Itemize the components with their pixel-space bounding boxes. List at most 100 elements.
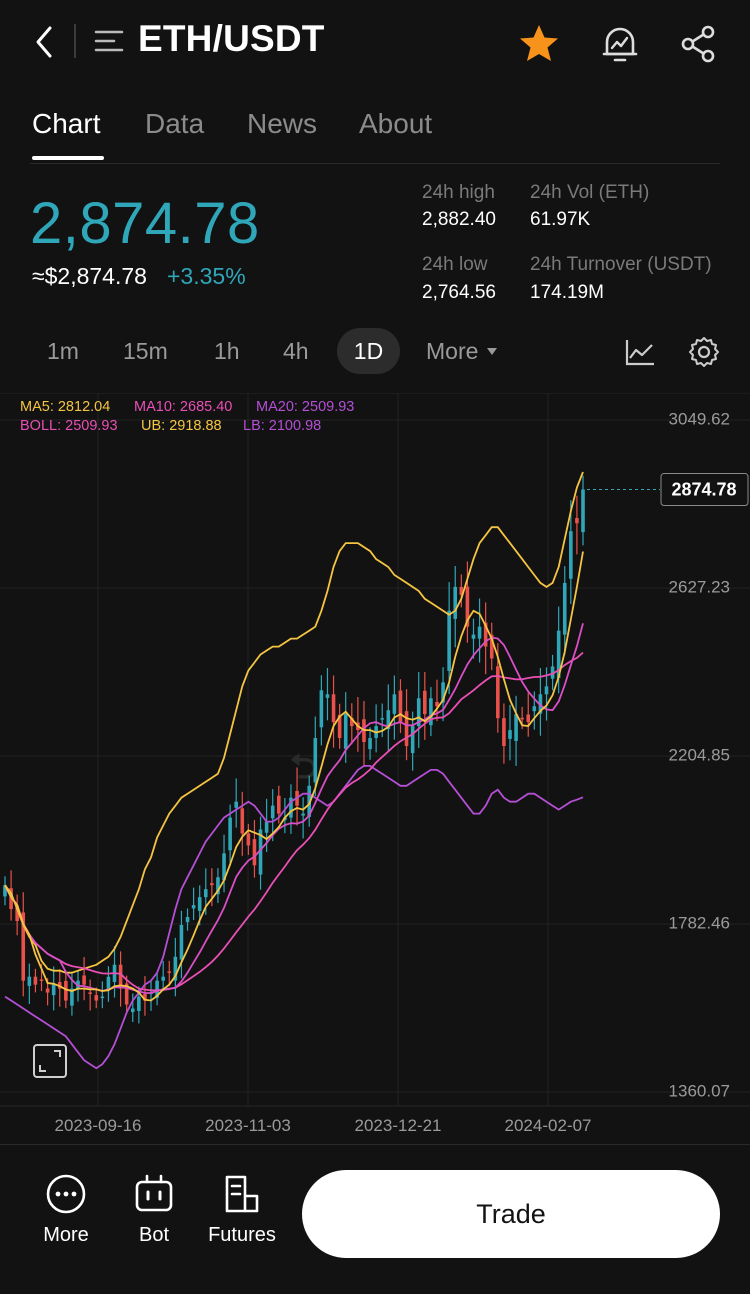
nav-bot-label[interactable]: Bot [138, 1224, 170, 1246]
gear-icon[interactable] [688, 336, 720, 368]
candle-body [88, 992, 92, 994]
candle-body [301, 813, 305, 816]
x-tick-label: 2023-12-21 [355, 1116, 442, 1135]
candle-body [307, 785, 312, 817]
candle-body [471, 634, 476, 639]
candle-body [429, 698, 433, 726]
legend-ma20: MA20: 2509.93 [256, 399, 355, 415]
candle-body [556, 630, 561, 679]
more-circle-icon[interactable] [44, 1172, 88, 1216]
candle-body [319, 690, 324, 728]
candle-body [562, 582, 567, 635]
candle-body [33, 976, 38, 985]
candle-body [538, 694, 543, 714]
candle-body [276, 795, 281, 814]
candle-body [179, 924, 184, 960]
candle-body [350, 717, 354, 727]
boll-upper-line [4, 471, 584, 974]
candle-body [416, 698, 421, 727]
nav-futures-label[interactable]: Futures [208, 1224, 276, 1246]
candle-body [167, 971, 172, 973]
candle-body [203, 889, 208, 898]
candle-body [343, 714, 348, 749]
expand-icon[interactable] [33, 1044, 67, 1078]
boll-lower-line [4, 765, 584, 1070]
last-price-marker: 2874.78 [587, 473, 749, 507]
expand-icon-corner [39, 1065, 46, 1072]
stat-24h-turnover-value: 174.19M [530, 282, 604, 303]
timeframe-1h[interactable]: 1h [214, 338, 240, 364]
x-tick-label: 2023-11-03 [205, 1116, 291, 1135]
pair-title[interactable]: ETH/USDT [138, 18, 325, 59]
candle-body [210, 883, 214, 886]
line-chart-icon[interactable] [624, 336, 656, 368]
bottom-separator [0, 1144, 750, 1145]
candle-body [222, 853, 226, 881]
tab-news[interactable]: News [247, 108, 318, 139]
timeframe-1d[interactable]: 1D [337, 328, 400, 374]
price-change-percent: +3.35% [167, 263, 246, 289]
candle-body [15, 906, 19, 922]
star-icon[interactable] [517, 22, 561, 66]
candle-body [313, 738, 318, 783]
caret-down-icon [487, 348, 497, 355]
share-icon[interactable] [676, 22, 720, 66]
candle-body [550, 666, 555, 679]
candle-body [234, 801, 238, 808]
nav-more-label[interactable]: More [43, 1224, 89, 1246]
price-alert-icon[interactable] [598, 22, 642, 66]
tab-chart[interactable]: Chart [32, 108, 101, 139]
candle-body [337, 714, 342, 739]
expand-icon-corner [54, 1050, 61, 1057]
candle-body [185, 917, 190, 923]
candle-body [502, 718, 506, 746]
candle-body [246, 833, 251, 846]
timeframe-4h[interactable]: 4h [283, 338, 309, 364]
last-price: 2,874.78 [30, 191, 260, 256]
watermark-text: ⮌ [290, 748, 317, 786]
back-chevron-icon[interactable] [28, 22, 64, 62]
candle-body [581, 489, 585, 533]
y-tick-label: 1782.46 [669, 913, 730, 932]
futures-icon[interactable] [220, 1172, 264, 1216]
tab-data[interactable]: Data [145, 108, 205, 139]
candle-body [118, 964, 123, 989]
candle-body [240, 808, 245, 834]
y-tick-label: 3049.62 [669, 409, 730, 428]
candle-body [520, 717, 524, 720]
candle-body [3, 885, 7, 897]
last-price-label: 2874.78 [671, 479, 736, 499]
candlestick-chart[interactable]: ⮌ 3049.62 2627.23 2204.85 1782.46 1360.07 20… [0, 393, 750, 1143]
candle-body [496, 666, 500, 719]
timeframe-15m[interactable]: 15m [123, 338, 168, 364]
timeframe-1m[interactable]: 1m [47, 338, 79, 364]
trade-button[interactable]: Trade [302, 1170, 720, 1258]
candle-body [465, 586, 470, 627]
candle-body [155, 980, 159, 998]
candle-body [70, 988, 74, 1006]
stat-24h-low-value: 2,764.56 [422, 282, 496, 303]
timeframe-more[interactable]: More [426, 338, 479, 364]
legend-lb: LB: 2100.98 [243, 418, 322, 434]
expand-icon-frame [33, 1044, 67, 1078]
candle-body [380, 718, 385, 720]
y-tick-label: 1360.07 [669, 1081, 730, 1100]
candle-body [459, 586, 464, 595]
candle-body [82, 975, 86, 985]
candle-body [508, 730, 512, 739]
candle-body [453, 586, 458, 619]
legend-boll: BOLL: 2509.93 [20, 418, 118, 434]
bot-icon[interactable] [132, 1172, 176, 1216]
tab-about[interactable]: About [359, 108, 433, 139]
stat-24h-vol-value: 61.97K [530, 209, 591, 230]
candle-body [27, 976, 32, 986]
candle-body [289, 797, 293, 818]
legend-ma5: MA5: 2812.04 [20, 399, 111, 415]
candle-body [197, 897, 202, 911]
candle-body [270, 805, 275, 819]
menu-icon[interactable] [92, 24, 126, 58]
stat-24h-vol-label: 24h Vol (ETH) [530, 182, 650, 203]
candle-body [423, 690, 427, 715]
chart-grid [0, 393, 750, 1107]
y-tick-label: 2627.23 [669, 577, 730, 596]
